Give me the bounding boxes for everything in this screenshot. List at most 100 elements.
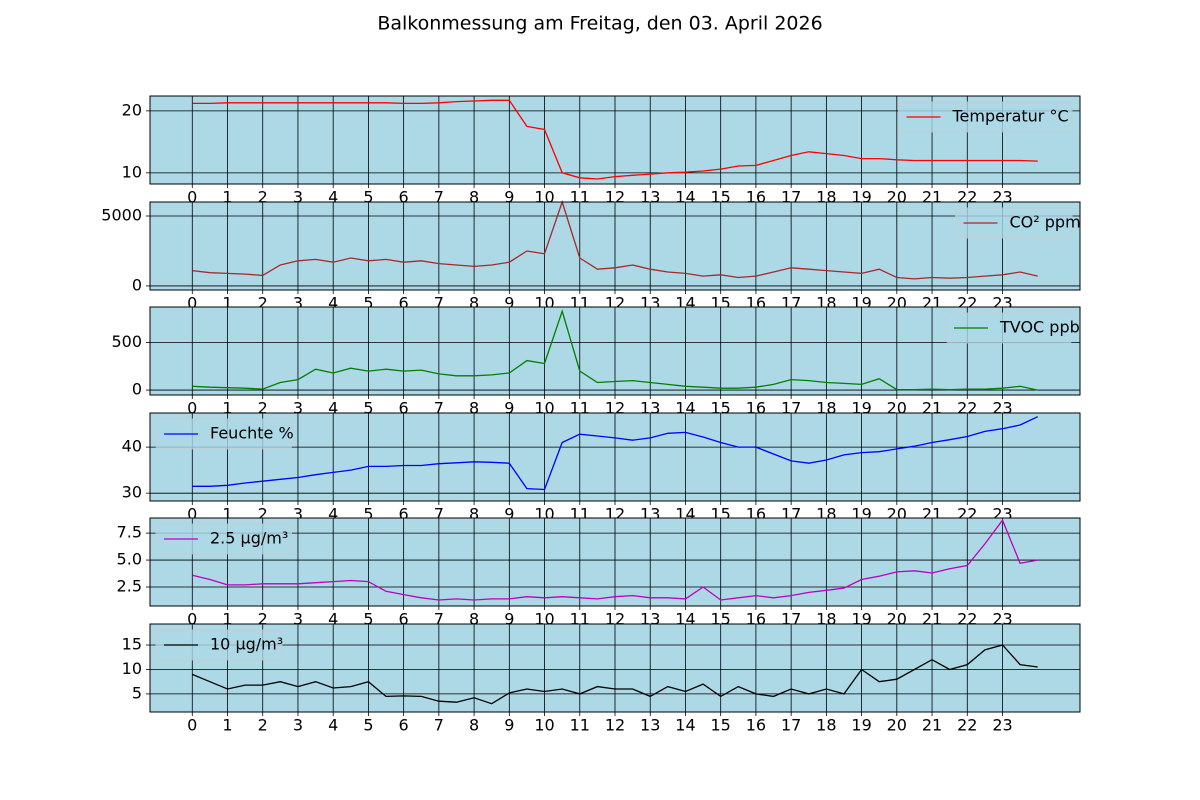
x-tick-label: 3 [293, 399, 303, 418]
x-tick-label: 16 [746, 716, 766, 735]
legend-label: CO² ppm [1010, 213, 1081, 232]
x-tick-label: 15 [711, 716, 731, 735]
x-tick-label: 13 [640, 716, 660, 735]
plot-frame [149, 201, 1081, 291]
x-tick-label: 8 [469, 716, 479, 735]
x-tick-label: 4 [328, 505, 338, 524]
y-tick-label: 7.5 [117, 523, 142, 542]
x-tick-label: 1 [222, 610, 232, 629]
x-tick-label: 2 [258, 294, 268, 313]
x-tick-label: 23 [992, 716, 1012, 735]
x-tick-label: 7 [434, 294, 444, 313]
y-tick-label: 5 [132, 683, 142, 702]
x-tick-label: 3 [293, 716, 303, 735]
x-tick-label: 4 [328, 188, 338, 207]
x-tick-label: 7 [434, 610, 444, 629]
x-tick-label: 2 [258, 399, 268, 418]
x-tick-label: 3 [293, 188, 303, 207]
legend-box [945, 312, 1073, 344]
x-tick-label: 3 [293, 294, 303, 313]
x-tick-label: 0 [187, 610, 197, 629]
x-tick-label: 1 [222, 716, 232, 735]
x-tick-label: 8 [469, 399, 479, 418]
x-tick-label: 7 [434, 399, 444, 418]
x-tick-label: 6 [399, 505, 409, 524]
legend-label: 2.5 µg/m³ [210, 529, 288, 548]
x-tick-label: 2 [258, 716, 268, 735]
plot-frame [149, 517, 1081, 607]
y-tick-label: 15 [122, 635, 142, 654]
x-tick-label: 0 [187, 188, 197, 207]
x-tick-label: 17 [781, 716, 801, 735]
x-tick-label: 5 [363, 505, 373, 524]
x-tick-label: 22 [957, 716, 977, 735]
x-tick-label: 5 [363, 399, 373, 418]
x-tick-label: 11 [570, 716, 590, 735]
x-tick-label: 19 [851, 716, 871, 735]
x-tick-label: 0 [187, 505, 197, 524]
data-line [192, 309, 1038, 391]
x-tick-label: 4 [328, 399, 338, 418]
x-tick-label: 6 [399, 188, 409, 207]
data-line [192, 199, 1038, 280]
x-tick-label: 0 [187, 294, 197, 313]
x-tick-label: 3 [293, 610, 303, 629]
x-tick-label: 5 [363, 610, 373, 629]
plot-frame [149, 95, 1081, 185]
legend-box [155, 629, 283, 661]
y-tick-label: 5.0 [117, 550, 142, 569]
x-tick-label: 9 [504, 505, 514, 524]
x-tick-label: 9 [504, 716, 514, 735]
legend-box [155, 418, 292, 450]
x-tick-label: 9 [504, 188, 514, 207]
x-tick-label: 3 [293, 505, 303, 524]
y-tick-label: 5000 [101, 205, 142, 224]
x-tick-label: 2 [258, 188, 268, 207]
legend-label: Temperatur °C [952, 107, 1069, 126]
figure-title: Balkonmessung am Freitag, den 03. April … [377, 13, 822, 35]
data-line [192, 416, 1038, 491]
x-tick-label: 8 [469, 188, 479, 207]
x-tick-label: 8 [469, 505, 479, 524]
x-tick-label: 4 [328, 610, 338, 629]
x-tick-label: 1 [222, 505, 232, 524]
x-tick-label: 21 [922, 716, 942, 735]
x-tick-label: 6 [399, 294, 409, 313]
data-line [192, 99, 1038, 180]
plot-frame [149, 412, 1081, 502]
x-tick-label: 5 [363, 294, 373, 313]
x-tick-label: 4 [328, 294, 338, 313]
x-tick-label: 18 [816, 716, 836, 735]
x-tick-label: 1 [222, 294, 232, 313]
legend-label: 10 µg/m³ [210, 635, 283, 654]
x-tick-label: 6 [399, 399, 409, 418]
x-tick-label: 8 [469, 610, 479, 629]
x-tick-label: 7 [434, 505, 444, 524]
x-tick-label: 0 [187, 716, 197, 735]
x-tick-label: 20 [887, 716, 907, 735]
data-line [192, 518, 1038, 601]
legend-box [898, 101, 1073, 133]
plot-frame [149, 623, 1081, 713]
x-tick-label: 10 [534, 716, 554, 735]
x-tick-label: 2 [258, 505, 268, 524]
legend-box [155, 523, 292, 555]
x-tick-label: 4 [328, 716, 338, 735]
y-tick-label: 0 [132, 275, 142, 294]
y-tick-label: 20 [122, 100, 142, 119]
x-tick-label: 5 [363, 716, 373, 735]
x-tick-label: 8 [469, 294, 479, 313]
y-tick-label: 500 [111, 332, 142, 351]
legend-label: Feuchte % [210, 424, 294, 443]
x-tick-label: 6 [399, 716, 409, 735]
x-tick-label: 9 [504, 399, 514, 418]
x-tick-label: 7 [434, 716, 444, 735]
x-tick-label: 9 [504, 610, 514, 629]
x-tick-label: 1 [222, 399, 232, 418]
y-tick-label: 40 [122, 437, 142, 456]
data-line [192, 644, 1038, 705]
x-tick-label: 1 [222, 188, 232, 207]
x-tick-label: 12 [605, 716, 625, 735]
x-tick-label: 2 [258, 610, 268, 629]
